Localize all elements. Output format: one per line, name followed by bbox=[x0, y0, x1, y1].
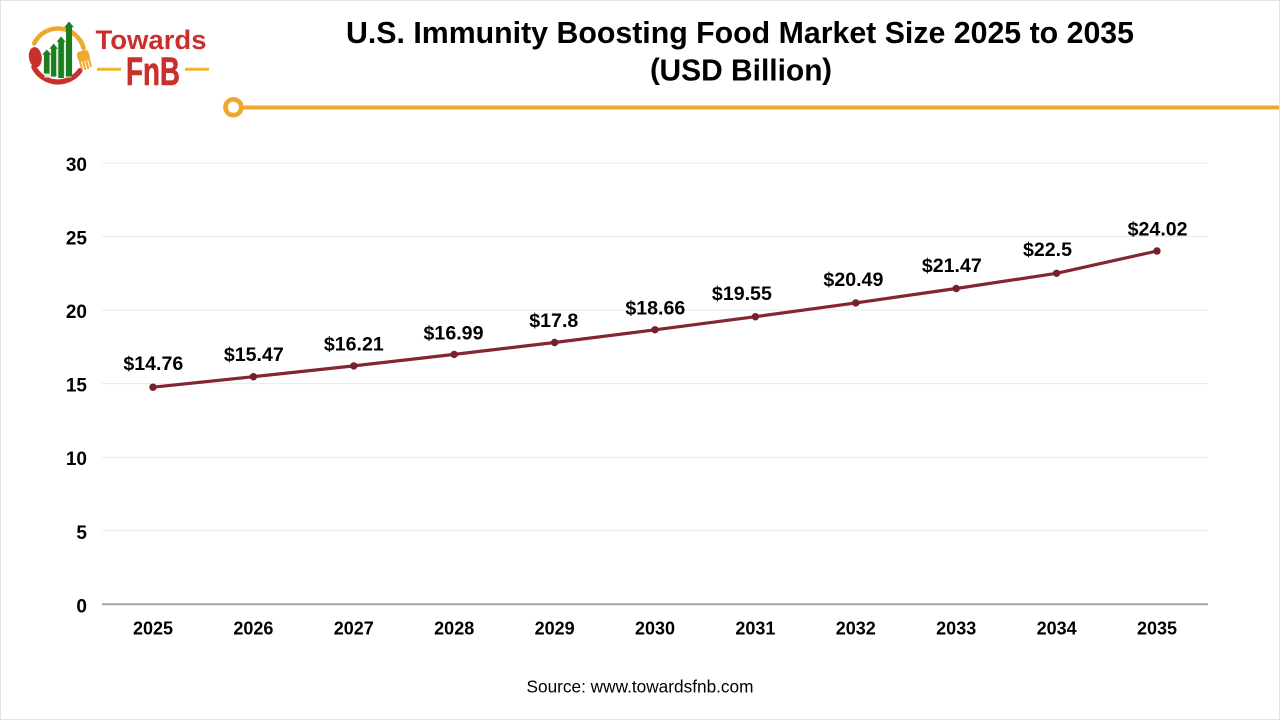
svg-text:$14.76: $14.76 bbox=[123, 353, 183, 375]
svg-text:5: 5 bbox=[76, 523, 87, 544]
svg-text:2025: 2025 bbox=[133, 619, 173, 639]
svg-text:$16.99: $16.99 bbox=[424, 323, 484, 345]
svg-text:15: 15 bbox=[66, 376, 88, 397]
svg-text:$22.5: $22.5 bbox=[1023, 239, 1072, 261]
svg-text:2032: 2032 bbox=[836, 619, 876, 639]
svg-text:$21.47: $21.47 bbox=[922, 255, 982, 277]
svg-text:): ) bbox=[822, 53, 832, 86]
svg-text:2031: 2031 bbox=[735, 619, 775, 639]
svg-text:$17.8: $17.8 bbox=[529, 310, 578, 332]
svg-text:U.S. Immunity Boosting Food Ma: U.S. Immunity Boosting Food Market Size … bbox=[346, 15, 1134, 50]
svg-text:20: 20 bbox=[66, 302, 87, 323]
svg-text:2027: 2027 bbox=[334, 619, 374, 639]
svg-text:USD Billion: USD Billion bbox=[660, 53, 823, 88]
svg-text:$16.21: $16.21 bbox=[324, 334, 384, 356]
svg-text:2030: 2030 bbox=[635, 619, 675, 639]
svg-text:(: ( bbox=[650, 53, 660, 86]
svg-text:10: 10 bbox=[66, 449, 87, 470]
svg-text:$15.47: $15.47 bbox=[224, 344, 284, 366]
svg-text:2026: 2026 bbox=[233, 619, 273, 639]
svg-text:$20.49: $20.49 bbox=[823, 269, 883, 291]
svg-text:$24.02: $24.02 bbox=[1128, 218, 1188, 240]
svg-text:2034: 2034 bbox=[1037, 619, 1077, 639]
svg-text:0: 0 bbox=[76, 596, 87, 617]
svg-text:Towards: Towards bbox=[96, 25, 207, 55]
svg-text:$19.55: $19.55 bbox=[712, 283, 772, 305]
svg-text:2029: 2029 bbox=[535, 619, 575, 639]
svg-text:25: 25 bbox=[66, 229, 88, 250]
svg-text:FnB: FnB bbox=[126, 50, 180, 94]
svg-text:30: 30 bbox=[66, 155, 87, 176]
svg-text:$18.66: $18.66 bbox=[625, 298, 685, 320]
svg-text:2028: 2028 bbox=[434, 619, 474, 639]
svg-text:Source: www.towardsfnb.com: Source: www.towardsfnb.com bbox=[527, 676, 754, 696]
svg-text:2033: 2033 bbox=[936, 619, 976, 639]
svg-text:2035: 2035 bbox=[1137, 619, 1177, 639]
